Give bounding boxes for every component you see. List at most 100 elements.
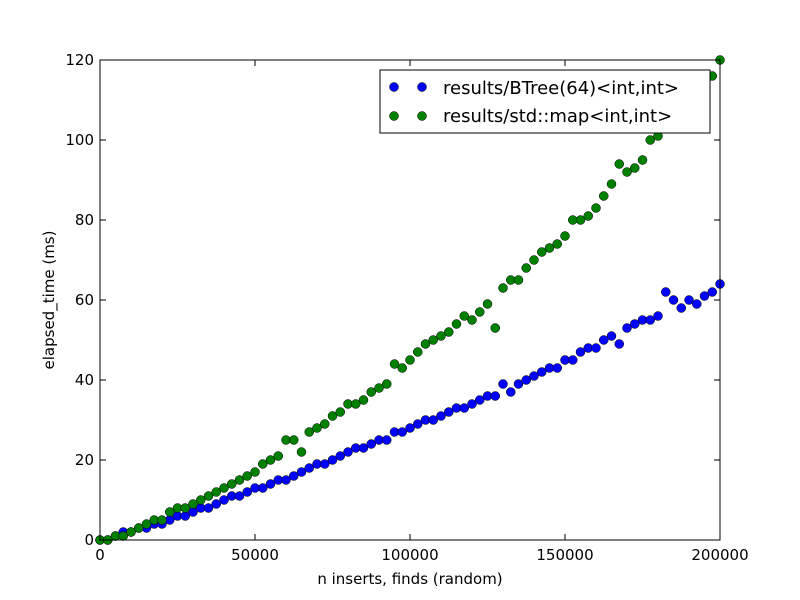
map-data-point xyxy=(304,427,314,437)
x-tick-label: 100000 xyxy=(381,546,438,564)
map-data-point xyxy=(482,299,493,309)
btree-data-point xyxy=(606,331,617,341)
map-data-point xyxy=(211,487,221,497)
btree-data-point xyxy=(366,439,376,449)
btree-data-point xyxy=(692,299,702,309)
map-data-point xyxy=(575,215,586,225)
map-data-point xyxy=(436,331,446,341)
map-data-point xyxy=(351,399,361,409)
btree-data-point xyxy=(413,419,423,429)
map-data-point xyxy=(389,359,400,369)
map-data-point xyxy=(242,471,252,481)
btree-data-point xyxy=(575,347,586,357)
btree-data-point xyxy=(444,407,454,417)
map-data-point xyxy=(250,467,260,477)
map-data-point xyxy=(475,307,485,317)
map-data-point xyxy=(552,239,562,249)
btree-data-point xyxy=(467,399,477,409)
map-data-point xyxy=(165,507,175,517)
btree-data-point xyxy=(428,415,438,425)
btree-data-point xyxy=(699,291,710,301)
map-data-point xyxy=(196,495,206,505)
map-data-point xyxy=(405,355,415,365)
map-data-point xyxy=(366,387,376,397)
map-data-point xyxy=(591,203,601,213)
btree-data-point xyxy=(529,371,539,381)
x-tick-label: 150000 xyxy=(536,546,593,564)
map-data-point xyxy=(157,515,167,525)
btree-data-point xyxy=(258,483,268,493)
btree-data-point xyxy=(242,487,252,497)
map-data-point xyxy=(560,231,570,241)
map-data-point xyxy=(544,243,555,253)
map-data-point xyxy=(358,395,369,405)
btree-data-point xyxy=(397,427,407,437)
btree-data-point xyxy=(599,335,609,345)
x-tick-label: 50000 xyxy=(231,546,279,564)
btree-data-point xyxy=(490,391,500,401)
map-data-point xyxy=(265,455,276,465)
map-data-point xyxy=(521,263,531,273)
btree-data-point xyxy=(475,395,485,405)
btree-data-point xyxy=(591,343,601,353)
map-data-point xyxy=(180,503,190,513)
btree-data-point xyxy=(327,455,338,465)
btree-data-point xyxy=(653,311,663,321)
btree-data-point xyxy=(459,403,469,413)
map-data-point xyxy=(537,247,547,257)
map-data-point xyxy=(444,327,454,337)
btree-data-point xyxy=(289,471,299,481)
btree-data-point xyxy=(645,315,655,325)
btree-data-point xyxy=(296,467,307,477)
btree-data-point xyxy=(211,499,221,509)
map-data-point xyxy=(498,283,508,293)
y-tick-label: 120 xyxy=(65,51,94,69)
legend-marker-map xyxy=(389,111,399,121)
map-data-point xyxy=(296,447,307,457)
map-data-point xyxy=(467,315,477,325)
btree-data-point xyxy=(676,303,686,313)
map-data-point xyxy=(583,211,593,221)
btree-data-point xyxy=(521,375,531,385)
btree-data-point xyxy=(203,503,214,513)
map-data-point xyxy=(529,255,539,265)
y-tick-label: 40 xyxy=(75,371,94,389)
data-points xyxy=(95,55,725,545)
btree-data-point xyxy=(265,479,276,489)
btree-data-point xyxy=(335,451,345,461)
btree-data-point xyxy=(552,363,562,373)
map-data-point xyxy=(203,491,214,501)
map-data-point xyxy=(141,519,152,529)
map-data-point xyxy=(258,459,268,469)
btree-data-point xyxy=(630,319,640,329)
btree-data-point xyxy=(537,367,547,377)
legend-marker-btree xyxy=(389,82,399,92)
btree-data-point xyxy=(343,447,353,457)
legend-box xyxy=(379,69,711,134)
map-data-point xyxy=(630,163,640,173)
legend-marker-btree xyxy=(417,82,427,92)
btree-data-point xyxy=(614,339,624,349)
y-axis-label: elapsed_time (ms) xyxy=(40,231,59,370)
btree-data-point xyxy=(320,459,330,469)
map-data-point xyxy=(320,419,330,429)
axis-ticks: 0 50000 100000 150000 200000 0 20 40 60 80 100 120 xyxy=(65,51,748,564)
btree-data-point xyxy=(513,379,524,389)
map-data-point xyxy=(459,311,469,321)
btree-data-point xyxy=(684,295,694,305)
x-tick-label: 200000 xyxy=(691,546,748,564)
x-tick-label: 0 xyxy=(95,546,105,564)
map-data-point xyxy=(413,347,423,357)
map-data-point xyxy=(219,483,229,493)
btree-data-point xyxy=(304,463,314,473)
map-data-point xyxy=(134,523,144,533)
map-data-point xyxy=(397,363,407,373)
btree-data-point xyxy=(622,323,632,333)
btree-data-point xyxy=(281,475,291,485)
map-data-point xyxy=(637,155,648,165)
btree-data-point xyxy=(668,295,679,305)
map-data-point xyxy=(622,167,632,177)
map-data-point xyxy=(382,379,392,389)
map-data-point xyxy=(645,135,655,145)
